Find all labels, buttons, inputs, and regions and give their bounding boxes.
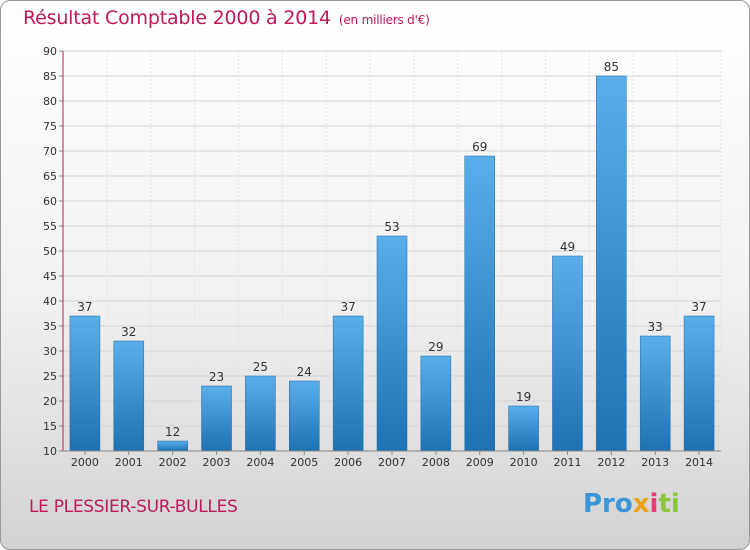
y-tick-label: 50 — [43, 245, 57, 258]
data-label: 69 — [472, 140, 487, 154]
place-name: LE PLESSIER-SUR-BULLES — [29, 497, 238, 517]
data-label: 33 — [648, 320, 663, 334]
data-label: 37 — [77, 300, 92, 314]
bar — [420, 355, 452, 452]
bar — [289, 380, 320, 452]
x-tick-label: 2002 — [159, 456, 187, 469]
bar — [332, 315, 364, 452]
x-tick-label: 2006 — [334, 456, 362, 469]
y-tick-label: 55 — [43, 220, 57, 233]
data-label: 19 — [516, 390, 531, 404]
data-label: 12 — [165, 425, 180, 439]
bar — [245, 375, 276, 452]
x-tick-label: 2012 — [597, 456, 625, 469]
data-label: 53 — [384, 220, 399, 234]
data-label: 23 — [209, 370, 224, 384]
bar — [639, 335, 671, 452]
data-label: 29 — [428, 340, 443, 354]
y-tick-label: 25 — [43, 370, 57, 383]
y-tick-label: 40 — [43, 295, 57, 308]
x-tick-label: 2001 — [115, 456, 143, 469]
x-tick-label: 2013 — [641, 456, 669, 469]
bar — [596, 75, 627, 452]
x-tick-label: 2004 — [246, 456, 274, 469]
data-label: 49 — [560, 240, 575, 254]
bar — [508, 405, 539, 452]
x-tick-label: 2007 — [378, 456, 406, 469]
data-label: 37 — [340, 300, 355, 314]
data-label: 32 — [121, 325, 136, 339]
bar — [113, 340, 145, 452]
y-tick-label: 60 — [43, 195, 57, 208]
data-label: 24 — [297, 365, 312, 379]
proxiti-logo[interactable]: Proxiti — [583, 489, 680, 519]
y-tick-label: 85 — [43, 70, 57, 83]
x-tick-label: 2014 — [685, 456, 713, 469]
unit-label: (en milliers d'€) — [338, 13, 430, 27]
bar — [683, 315, 715, 452]
x-tick-label: 2008 — [422, 456, 450, 469]
bar — [552, 255, 583, 452]
bar — [157, 440, 188, 452]
y-tick-label: 10 — [43, 445, 57, 458]
y-tick-label: 75 — [43, 120, 57, 133]
y-tick-label: 70 — [43, 145, 57, 158]
data-label: 85 — [604, 60, 619, 74]
data-label: 37 — [691, 300, 706, 314]
bar — [376, 235, 408, 452]
y-tick-label: 35 — [43, 320, 57, 333]
x-tick-label: 2003 — [203, 456, 231, 469]
chart-title: Résultat Comptable 2000 à 2014 (en millie… — [23, 7, 430, 29]
y-tick-label: 15 — [43, 420, 57, 433]
x-tick-label: 2000 — [71, 456, 99, 469]
bar — [201, 385, 232, 452]
y-tick-label: 20 — [43, 395, 57, 408]
x-tick-label: 2009 — [466, 456, 494, 469]
y-tick-label: 45 — [43, 270, 57, 283]
y-tick-label: 80 — [43, 95, 57, 108]
y-tick-label: 65 — [43, 170, 57, 183]
bar — [464, 155, 495, 452]
title-text: Résultat Comptable 2000 à 2014 — [23, 7, 331, 29]
y-tick-label: 30 — [43, 345, 57, 358]
x-tick-label: 2011 — [553, 456, 581, 469]
data-label: 25 — [253, 360, 268, 374]
x-tick-label: 2005 — [290, 456, 318, 469]
y-tick-label: 90 — [43, 45, 57, 58]
x-tick-label: 2010 — [510, 456, 538, 469]
bar — [69, 315, 101, 452]
